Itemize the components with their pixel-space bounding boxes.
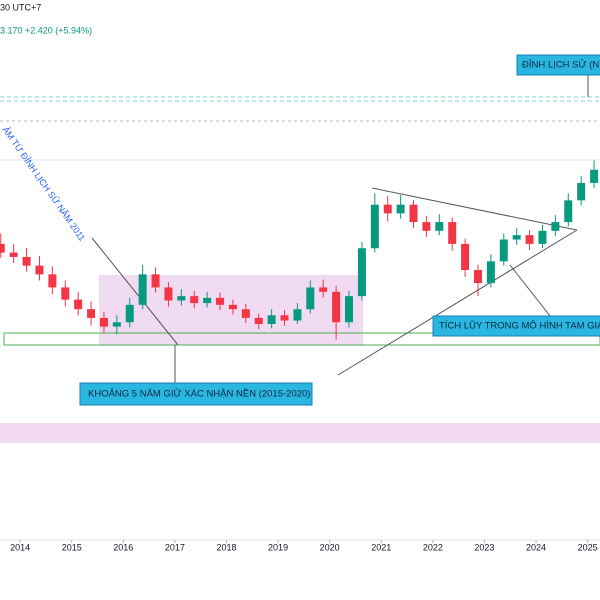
annotation: TÍCH LŨY TRONG MÔ HÌNH TAM GIÁC - SA [439,321,600,332]
candle-body [74,299,83,310]
candle-body [551,222,560,231]
candle-body [293,309,302,321]
candle-body [228,304,237,310]
candle-body [370,204,379,249]
x-tick-label: 2022 [423,542,443,552]
x-tick-label: 2025 [578,542,598,552]
x-tick-label: 2021 [371,542,391,552]
candle-body [9,252,18,257]
candle-body [112,322,121,327]
candle-body [125,304,134,323]
candle-body [422,222,431,231]
candle-body [590,169,599,183]
candle-body [61,287,70,300]
x-tick-label: 2017 [165,542,185,552]
candle-body [345,296,354,323]
annotation: KHOẢNG 5 NĂM GIỮ XÁC NHẬN NỀN (2015-2020… [88,388,310,400]
candle-body [396,204,405,214]
candle-body [461,243,470,270]
label-box [79,382,313,406]
candle-body [473,270,482,284]
candles [0,160,599,340]
candle-body [525,235,534,244]
candle-body [177,296,186,301]
candle-body [48,274,57,288]
x-tick-label: 2020 [320,542,340,552]
zone [0,423,600,443]
x-tick-label: 2024 [526,542,546,552]
candle-body [241,309,250,318]
candle-body [267,315,276,324]
candle-body [306,287,315,310]
candle-body [151,274,160,288]
quote: 3.170 +2.420 (+5.94%) [0,25,92,35]
candle-body [203,297,212,304]
trend-line [91,237,179,346]
pointer [509,264,551,317]
candle-body [357,248,366,297]
candle-body [448,222,457,244]
candle-body [512,235,521,240]
label-box [516,54,600,76]
candle-body [486,261,495,284]
label-box [432,315,600,337]
x-tick-label: 2023 [474,542,494,552]
candle-body [332,291,341,323]
candle-body [0,243,5,253]
candle-body [35,265,44,275]
candle-body [22,256,31,266]
candle-body [138,274,147,305]
candle-body [564,200,573,223]
time-zone: 30 UTC+7 [0,2,41,12]
trend-line [371,187,578,231]
candle-body [254,317,263,324]
candle-body [383,204,392,214]
x-tick-label: 2018 [216,542,236,552]
x-tick-label: 2016 [113,542,133,552]
candle-body [87,309,96,318]
candle-body [190,296,199,304]
candle-body [280,315,289,321]
candle-body [99,317,108,327]
x-tick-label: 2014 [10,542,30,552]
x-tick-label: 2019 [268,542,288,552]
candle-body [319,287,328,292]
candle-body [435,222,444,231]
annotation: ẢM TỪ ĐỈNH LỊCH SỬ NĂM 2011 [0,124,88,243]
annotation: ĐỈNH LỊCH SỬ (N [522,59,599,71]
candle-body [164,287,173,301]
support-zone [3,332,600,346]
trend-line [337,229,578,376]
candle-body [538,230,547,244]
candle-body [577,182,586,201]
candle-body [216,297,225,305]
candle-body [409,204,418,223]
x-tick-label: 2015 [62,542,82,552]
candle-body [499,239,508,262]
